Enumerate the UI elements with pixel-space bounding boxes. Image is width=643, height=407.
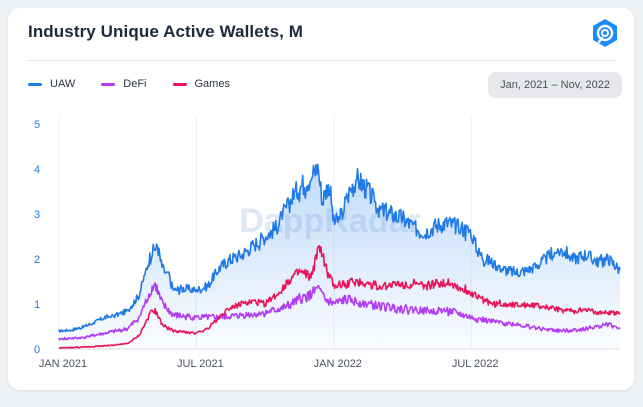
y-tick-label: 4 bbox=[34, 164, 40, 176]
y-tick-label: 5 bbox=[34, 119, 40, 131]
chart-legend: UAW DeFi Games bbox=[28, 78, 230, 90]
series-line-games[interactable] bbox=[58, 245, 621, 350]
series-line-defi[interactable] bbox=[58, 282, 621, 341]
x-tick-label: JAN 2022 bbox=[314, 358, 362, 370]
y-tick-label: 0 bbox=[34, 344, 40, 356]
x-tick-label: JUL 2022 bbox=[452, 358, 499, 370]
legend-label-uaw: UAW bbox=[50, 78, 76, 90]
legend-swatch-uaw bbox=[28, 82, 42, 86]
x-tick-label: JUL 2021 bbox=[177, 358, 224, 370]
header-divider bbox=[26, 60, 616, 61]
legend-label-defi: DeFi bbox=[123, 78, 147, 90]
legend-label-games: Games bbox=[194, 78, 230, 90]
series-line-uaw[interactable] bbox=[58, 163, 621, 333]
x-tick-label: JAN 2021 bbox=[39, 358, 87, 370]
legend-swatch-defi bbox=[101, 82, 116, 86]
dappradar-logo-icon bbox=[593, 19, 617, 47]
series-area-uaw bbox=[59, 164, 620, 349]
date-range-button[interactable]: Jan, 2021 – Nov, 2022 bbox=[488, 72, 622, 98]
y-tick-label: 3 bbox=[34, 209, 40, 221]
legend-item-uaw[interactable]: UAW bbox=[28, 78, 75, 90]
chart-title: Industry Unique Active Wallets, M bbox=[28, 22, 304, 41]
legend-swatch-games bbox=[172, 82, 187, 86]
legend-item-defi[interactable]: DeFi bbox=[101, 78, 147, 90]
y-tick-label: 2 bbox=[34, 254, 40, 266]
legend-item-games[interactable]: Games bbox=[172, 78, 230, 90]
y-tick-label: 1 bbox=[34, 299, 40, 311]
